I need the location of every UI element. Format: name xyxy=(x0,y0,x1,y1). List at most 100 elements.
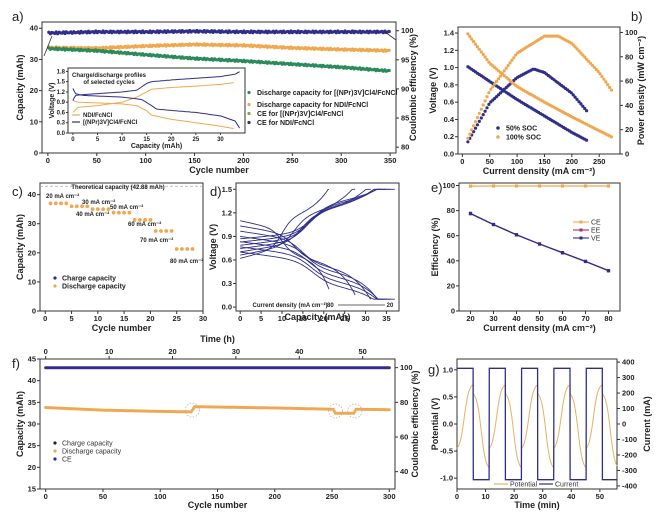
panel-e-ytick-label: 60 xyxy=(447,231,455,240)
panel-b-series-1-power-marker xyxy=(600,74,604,79)
panel-b-xtick-label: 200 xyxy=(566,157,579,166)
panel-b-series-1-power-marker xyxy=(510,58,514,62)
panel-b-series-1-power-marker xyxy=(592,65,596,69)
panel-b-series-0-power-marker xyxy=(477,119,481,123)
panel-b-series-1-power-marker xyxy=(609,88,614,92)
panel-b-xtick-label: 250 xyxy=(593,157,606,166)
panel-d-charge-curve-20 xyxy=(240,188,395,240)
panel-d-label: d) xyxy=(210,184,222,199)
panel-a-xtick-label: 350 xyxy=(384,156,397,165)
panel-a-inset-xlabel: Capacity (mAh) xyxy=(131,143,182,150)
panel-b-series-0-power-marker xyxy=(483,109,487,113)
panel-b-series-1-power-marker xyxy=(489,87,493,91)
panel-d-ytick-label: 0.0 xyxy=(222,303,232,312)
panel-e-ytick-label: 20 xyxy=(447,281,455,290)
panel-b-series-1-power-marker xyxy=(472,124,476,128)
panel-c-discharge-marker xyxy=(174,247,179,251)
panel-a-inset-frame xyxy=(67,67,246,134)
panel-a-ytick-label: 30 xyxy=(30,55,38,64)
panel-c-discharge-marker xyxy=(111,210,116,215)
panel-b-xlabel: Current density (mA cm⁻²) xyxy=(483,166,595,176)
panel-g-ytick-label: -400 xyxy=(622,481,637,490)
panel-g-ytick-label: -1.0 xyxy=(440,474,453,483)
panel-f-legend-label-2: CE xyxy=(62,457,72,464)
panel-b-series-1-voltage-marker xyxy=(477,47,481,51)
panel-e-xtick-label: 70 xyxy=(581,314,589,323)
panel-c-discharge-marker xyxy=(90,207,95,212)
panel-b-series-1-power-marker xyxy=(604,80,608,84)
panel-a-inset-ytick-label: 0.0 xyxy=(57,131,66,137)
panel-d-xtick-label: 10 xyxy=(278,314,286,323)
panel-a-xtick-label: 100 xyxy=(139,156,152,165)
panel-g-ytick-label: 0.0 xyxy=(443,420,453,429)
panel-e-label: e) xyxy=(431,180,443,195)
panel-a-xtick-label: 250 xyxy=(286,156,299,165)
panel-b-xtick-label: 150 xyxy=(538,157,551,166)
panel-f-ytick-label: 35 xyxy=(28,398,36,407)
panel-f-label: f) xyxy=(12,356,20,371)
panel-f-highlight-circle xyxy=(347,403,363,419)
panel-g-ytick-label: 400 xyxy=(622,358,635,367)
panel-b-series-1-power-marker xyxy=(581,53,585,57)
panel-b-series-1-voltage-marker xyxy=(473,42,478,46)
panel-b-series-1-power-marker xyxy=(594,67,598,71)
panel-e-ylabel: Efficiency (%) xyxy=(430,217,440,276)
panel-c-discharge-marker xyxy=(59,201,63,206)
panel-b-y2label: Power density (mW cm⁻²) xyxy=(636,36,646,145)
panel-e-ce-marker xyxy=(560,184,565,188)
panel-f-y2label: Coulombic efficiency (%) xyxy=(410,370,420,477)
panel-g-ytick-label: -0.5 xyxy=(440,447,453,456)
panel-a-legend-marker-1 xyxy=(247,102,251,107)
panel-b-legend-marker-0 xyxy=(496,126,500,130)
panel-d-discharge-curve-80 xyxy=(240,220,330,290)
panel-f-legend-marker-2 xyxy=(53,457,57,461)
panel-f-top-xtick-label: 30 xyxy=(232,347,240,356)
panel-a-inset-xtick-label: 10 xyxy=(119,137,126,143)
panel-b-series-1-power-marker xyxy=(585,57,589,61)
panel-b-legend-label-1: 100% SOC xyxy=(506,135,541,142)
panel-b-series-1-power-marker xyxy=(477,111,481,115)
panel-a-inset-1-charge-line xyxy=(72,71,240,101)
panel-b-ytick-label: 0.6 xyxy=(444,98,454,107)
panel-e-ve-marker xyxy=(468,211,473,215)
panel-a-arrow-right xyxy=(384,31,397,41)
panel-b-series-1-power-marker xyxy=(481,103,485,107)
panel-a-frame xyxy=(41,21,397,154)
panel-b-ytick-label: 0 xyxy=(625,150,629,159)
panel-f-xtick-label: 0 xyxy=(44,492,48,501)
panel-g-ytick-label: 0 xyxy=(622,420,626,429)
panel-a-inset-xtick-label: 15 xyxy=(143,137,150,143)
panel-a-inset-xtick-label: 0 xyxy=(71,137,75,143)
panel-d-ytick-label: 0.3 xyxy=(222,279,232,288)
panel-c-discharge-marker xyxy=(148,218,153,222)
panel-d-xlabel: Capacity (mAh) xyxy=(284,312,350,322)
panel-b-label: b) xyxy=(631,9,643,24)
panel-a-series-3-marker xyxy=(387,29,391,34)
panel-b-series-0-power-marker xyxy=(573,95,577,99)
panel-a-xtick-label: 300 xyxy=(335,156,348,165)
panel-d-xtick-label: 30 xyxy=(361,314,369,323)
panel-b-series-0-power-marker xyxy=(473,126,478,130)
panel-c-annotation-5: 70 mA cm⁻² xyxy=(140,237,173,244)
panel-b-ytick-label: 80 xyxy=(625,52,633,61)
panel-b-legend-label-0: 50% SOC xyxy=(506,126,537,133)
panel-c-legend-marker-0 xyxy=(53,276,57,280)
panel-a-xtick-label: 50 xyxy=(93,156,101,165)
panel-g-ytick-label: 100 xyxy=(622,404,635,413)
panel-c-xtick-label: 5 xyxy=(69,314,73,323)
panel-e-ve-marker xyxy=(606,268,611,273)
panel-c-discharge-marker xyxy=(64,201,69,206)
panel-f-ytick-label: 30 xyxy=(28,420,36,429)
panel-g-xtick-label: 50 xyxy=(596,492,604,501)
panel-d-xtick-label: 0 xyxy=(238,314,242,323)
panel-a-legend-marker-3 xyxy=(247,120,251,125)
panel-b-series-1-power-marker xyxy=(487,91,491,95)
panel-e-ytick-label: 40 xyxy=(447,256,455,265)
panel-b-series-1-power-marker xyxy=(571,43,575,47)
panel-b-series-1-power-marker xyxy=(479,107,483,111)
panel-e-ce-marker xyxy=(606,184,611,188)
panel-a-ytick-label: 85 xyxy=(401,114,409,123)
panel-b-series-0-power-marker xyxy=(585,109,589,113)
panel-a-ytick-label: 80 xyxy=(401,143,409,152)
panel-c-discharge-marker xyxy=(164,229,169,233)
